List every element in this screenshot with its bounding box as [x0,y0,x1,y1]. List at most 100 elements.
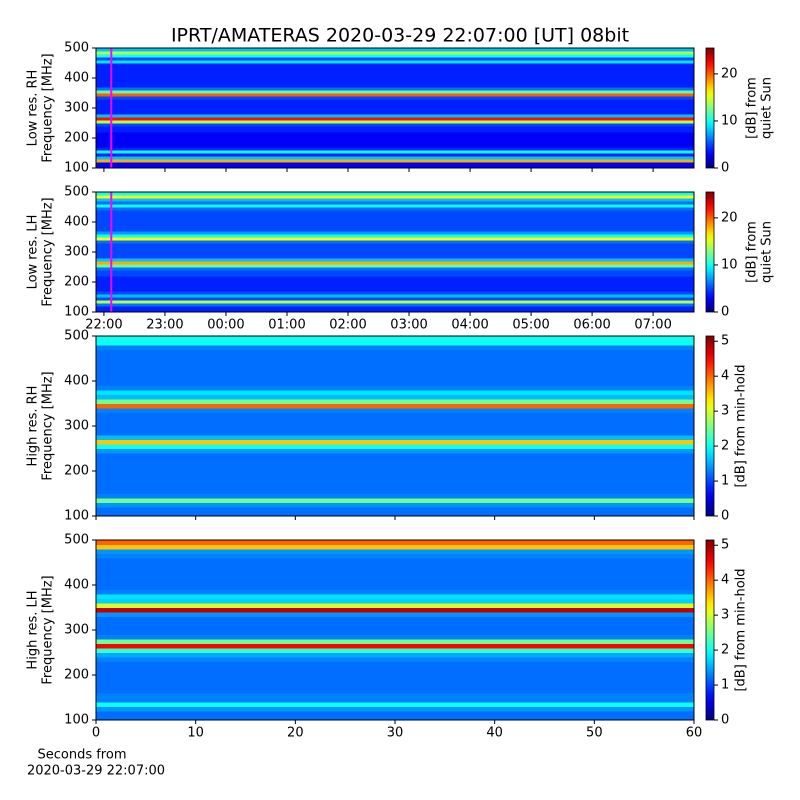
x-tick-label: 40 [486,726,503,741]
heatmap-cell [96,345,694,350]
heatmap-cell [96,480,694,485]
y-tick-label: 400 [64,578,89,593]
y-tick-label: 300 [64,101,89,116]
heatmap-cell [96,120,694,124]
heatmap-cell [96,198,694,202]
heatmap-cell [96,60,694,64]
heatmap-cell [96,426,694,431]
heatmap-cell [96,576,694,581]
heatmap-cell [96,105,694,109]
y-tick-label: 100 [64,713,89,728]
heatmap-cell [96,201,694,205]
y-axis-label: High res. RH [26,386,41,467]
y-axis-label: Low res. LH [26,215,41,290]
heatmap-cell [96,372,694,377]
x-tick-label: 06:00 [573,318,610,333]
x-tick-label: 0 [92,726,100,741]
heatmap-cell [96,399,694,404]
x-tick-label: 50 [586,726,603,741]
x-tick-label: 10 [187,726,204,741]
heatmap-cell [96,123,694,127]
colorbar [705,191,715,313]
heatmap-cell [96,616,694,622]
heatmap-cell [96,138,694,142]
heatmap-cell [96,135,694,139]
heatmap-cell [96,336,694,341]
y-tick-label: 500 [64,533,89,548]
colorbar-tick-label: 0 [721,509,729,524]
y-axis-label: Low res. RH [26,70,41,147]
y-tick-label: 100 [64,509,89,524]
x-tick-label: 01:00 [268,318,305,333]
y-tick-label: 200 [64,131,89,146]
heatmap-cell [96,625,694,631]
colorbar-tick-label: 3 [721,404,729,419]
heatmap-cell [96,507,694,512]
heatmap-cell [96,204,694,208]
heatmap-cell [96,309,694,313]
heatmap-cell [96,246,694,250]
heatmap-cell [96,81,694,85]
heatmap-cell [96,249,694,253]
heatmap-cell [96,75,694,79]
heatmap-cell [96,498,694,503]
y-tick-label: 200 [64,668,89,683]
x-tick-label: 22:00 [85,318,122,333]
colorbar-tick-label: 20 [721,66,738,81]
heatmap-cell [96,462,694,467]
heatmap-cell [96,252,694,256]
heatmap-cell [96,697,694,703]
heatmap-cell [96,471,694,476]
heatmap-cell [96,502,694,508]
heatmap-cell [96,96,694,100]
heatmap-cell [96,222,694,226]
colorbar-tick-label: 5 [721,334,729,349]
heatmap-cell [96,594,694,599]
heatmap-cell [96,444,694,449]
x-tick-label: 60 [686,726,703,741]
colorbar-tick-label: 0 [721,305,729,320]
heatmap-cell [96,693,694,698]
colorbar-label: [dB] from [745,221,760,283]
heatmap-cell [96,84,694,88]
x-tick-label: 07:00 [634,318,671,333]
x-axis-label: Seconds from [37,748,126,763]
y-tick-label: 200 [64,275,89,290]
heatmap-cell [96,132,694,136]
x-tick-label: 05:00 [512,318,549,333]
colorbar-tick-label: 20 [721,210,738,225]
colorbar-tick-label: 1 [721,474,729,489]
heatmap-cell [96,213,694,217]
heatmap-cell [96,349,694,355]
heatmap-cell [96,688,694,694]
heatmap-cell [96,711,694,716]
heatmap-cell [96,261,694,265]
colorbar-tick-label: 10 [721,113,738,128]
heatmap-cell [96,571,694,577]
heatmap-cell [96,150,694,154]
heatmap-cell [96,216,694,220]
colorbar [705,539,715,721]
heatmap-cell [96,475,694,481]
heatmap-cell [96,412,694,418]
heatmap-cell [96,195,694,199]
heatmap-cell [96,282,694,286]
heatmap-cell [96,715,694,721]
y-tick-label: 400 [64,215,89,230]
colorbar-label: [dB] from min-hold [734,568,749,691]
y-tick-label: 400 [64,71,89,86]
heatmap-cell [96,639,694,644]
heatmap-cell [96,114,694,118]
heatmap-cell [96,430,694,436]
heatmap-cell [96,228,694,232]
heatmap-cell [96,675,694,680]
heatmap-cell [96,270,694,274]
heatmap-cell [96,630,694,635]
x-tick-label: 23:00 [146,318,183,333]
heatmap-cell [96,264,694,268]
heatmap-cell [96,544,694,550]
colorbar-tick-label: 0 [721,713,729,728]
y-tick-label: 400 [64,374,89,389]
x-tick-label: 04:00 [451,318,488,333]
